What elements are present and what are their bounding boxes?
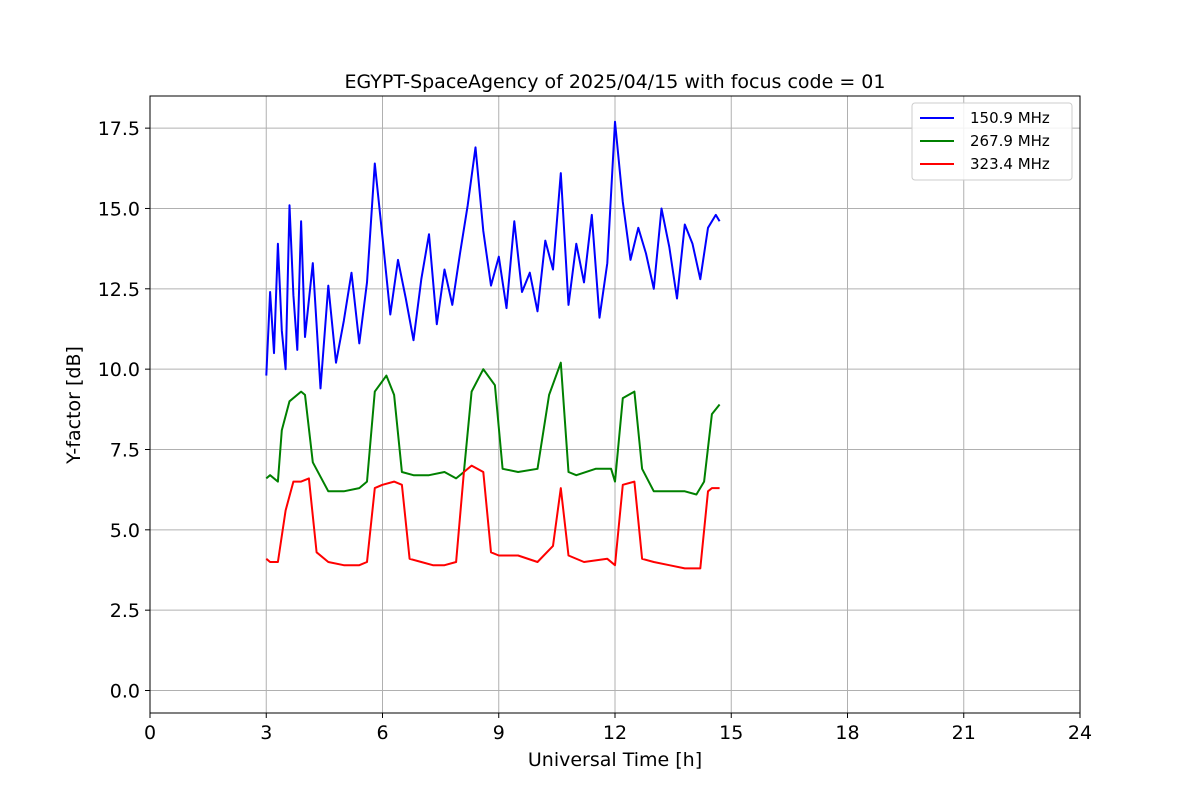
series-line-3 [265,464,720,570]
x-tick-label: 12 [603,722,627,744]
y-tick-label: 10.0 [98,359,140,381]
y-tick-label: 2.5 [110,600,140,622]
x-tick-label: 6 [376,722,388,744]
legend-entry-label: 267.9 MHz [970,132,1050,150]
x-tick-label: 0 [144,722,156,744]
series-layer [265,120,721,570]
y-tick-label: 7.5 [110,439,140,461]
x-axis: 0 3 6 9 12 15 18 21 24 [144,713,1092,744]
y-tick-label: 0.0 [110,681,140,703]
x-tick-label: 24 [1068,722,1092,744]
legend: 150.9 MHz 267.9 MHz 323.4 MHz [911,102,1073,181]
x-tick-label: 15 [719,722,743,744]
y-tick-label: 15.0 [98,198,140,220]
chart-title: EGYPT-SpaceAgency of 2025/04/15 with foc… [345,71,886,93]
legend-entry-label: 323.4 MHz [970,155,1050,173]
series-line-1 [265,120,721,390]
legend-box [911,102,1073,181]
x-tick-label: 21 [952,722,976,744]
x-tick-label: 18 [835,722,859,744]
y-tick-label: 17.5 [98,118,140,140]
legend-entry-label: 150.9 MHz [970,109,1050,127]
x-tick-label: 9 [493,722,505,744]
y-tick-label: 5.0 [110,520,140,542]
x-axis-label: Universal Time [h] [528,749,702,771]
series-line-2 [265,361,721,496]
y-tick-label: 12.5 [98,279,140,301]
y-axis-label: Y-factor [dB] [63,346,85,465]
x-tick-label: 3 [260,722,272,744]
y-axis: 0.0 2.5 5.0 7.5 10.0 12.5 15.0 17.5 [98,118,150,703]
